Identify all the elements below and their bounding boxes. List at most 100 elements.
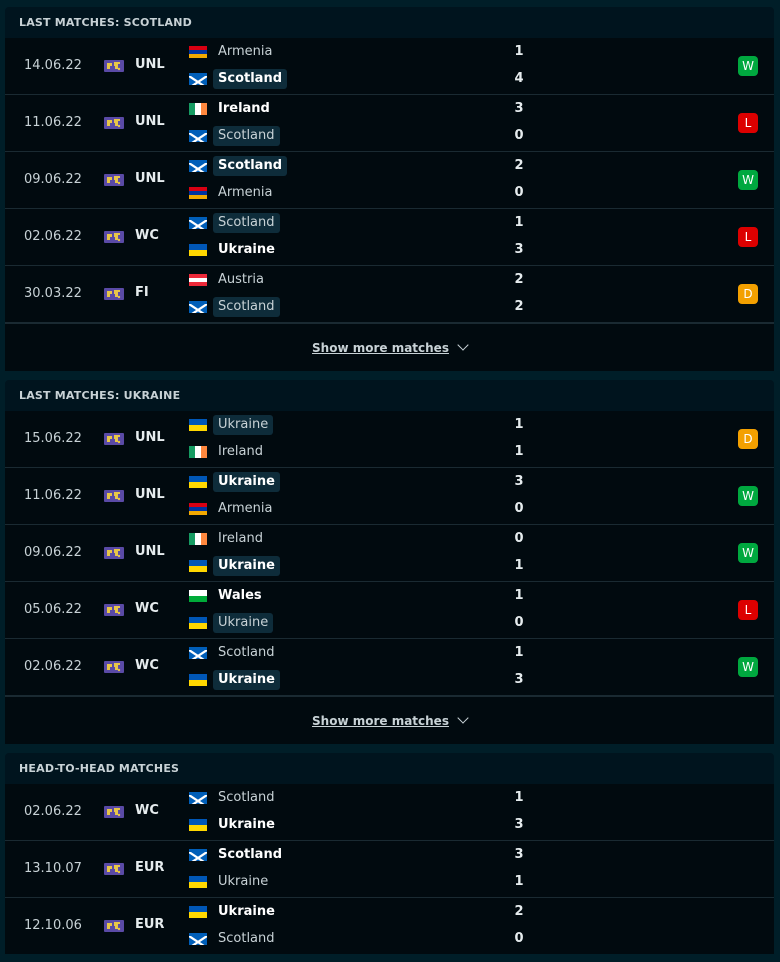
- team-name[interactable]: Ukraine: [213, 670, 280, 690]
- ukraine-flag-icon: [189, 876, 207, 888]
- away-team[interactable]: Scotland: [189, 929, 280, 949]
- match-row[interactable]: 13.10.07 EUR Scotland Ukraine 3 1: [5, 841, 774, 898]
- ukraine-flag-icon: [189, 906, 207, 918]
- match-row[interactable]: 02.06.22 WC Scotland Ukraine 1 3: [5, 784, 774, 841]
- match-row[interactable]: 11.06.22 UNL Ukraine Armenia 3 0 W: [5, 468, 774, 525]
- ukraine-flag-icon: [189, 244, 207, 256]
- match-row[interactable]: 12.10.06 EUR Ukraine Scotland 2 0: [5, 898, 774, 954]
- section-head-to-head-matches: HEAD-TO-HEAD MATCHES 02.06.22 WC Scotland Uk…: [5, 753, 774, 954]
- team-name[interactable]: Armenia: [218, 185, 273, 200]
- home-team[interactable]: Ukraine: [189, 472, 280, 492]
- match-row[interactable]: 15.06.22 UNL Ukraine Ireland 1 1 D: [5, 411, 774, 468]
- wales-flag-icon: [189, 590, 207, 602]
- chevron-down-icon[interactable]: [457, 712, 469, 724]
- team-name[interactable]: Austria: [218, 272, 264, 287]
- team-name[interactable]: Ukraine: [218, 242, 275, 257]
- match-row[interactable]: 09.06.22 UNL Scotland Armenia 2 0 W: [5, 152, 774, 209]
- match-row[interactable]: 02.06.22 WC Scotland Ukraine 1 3 W: [5, 639, 774, 696]
- away-team[interactable]: Scotland: [189, 69, 288, 89]
- team-name[interactable]: Scotland: [213, 297, 280, 317]
- result-badge: W: [738, 657, 758, 677]
- section-title: HEAD-TO-HEAD MATCHES: [5, 753, 774, 784]
- team-name[interactable]: Scotland: [218, 847, 283, 862]
- home-team[interactable]: Scotland: [189, 845, 287, 865]
- away-team[interactable]: Ukraine: [189, 613, 274, 633]
- team-name[interactable]: Ukraine: [218, 904, 275, 919]
- home-team[interactable]: Armenia: [189, 42, 278, 62]
- team-name[interactable]: Ireland: [218, 444, 263, 459]
- home-score: 1: [514, 417, 524, 432]
- away-team[interactable]: Scotland: [189, 297, 280, 317]
- team-name[interactable]: Ireland: [218, 531, 263, 546]
- away-score: 3: [514, 817, 524, 832]
- team-name[interactable]: Ukraine: [218, 874, 269, 889]
- show-more-matches-link[interactable]: Show more matches: [5, 323, 774, 371]
- away-team[interactable]: Ukraine: [189, 670, 280, 690]
- match-row[interactable]: 09.06.22 UNL Ireland Ukraine 0 1 W: [5, 525, 774, 582]
- match-date: 15.06.22: [24, 431, 82, 446]
- away-team[interactable]: Ukraine: [189, 872, 273, 892]
- home-team[interactable]: Ireland: [189, 99, 275, 119]
- competition-label: EUR: [135, 860, 165, 875]
- home-team[interactable]: Ukraine: [189, 415, 274, 435]
- section-title: LAST MATCHES: UKRAINE: [5, 380, 774, 411]
- match-row[interactable]: 30.03.22 FI Austria Scotland 2 2 D: [5, 266, 774, 323]
- team-name[interactable]: Ukraine: [213, 415, 274, 435]
- away-team[interactable]: Ireland: [189, 442, 268, 462]
- competition-label: WC: [135, 601, 159, 616]
- away-team[interactable]: Armenia: [189, 499, 278, 519]
- match-list: 02.06.22 WC Scotland Ukraine 1 3 13.10.07 EUR Sc…: [5, 784, 774, 954]
- armenia-flag-icon: [189, 46, 207, 58]
- ireland-flag-icon: [189, 446, 207, 458]
- away-score: 0: [514, 931, 524, 946]
- home-team[interactable]: Austria: [189, 270, 269, 290]
- ireland-flag-icon: [189, 533, 207, 545]
- team-name[interactable]: Ukraine: [213, 472, 280, 492]
- team-name[interactable]: Ireland: [218, 101, 270, 116]
- home-team[interactable]: Wales: [189, 586, 267, 606]
- team-name[interactable]: Scotland: [213, 156, 288, 176]
- team-name[interactable]: Armenia: [218, 44, 273, 59]
- match-row[interactable]: 14.06.22 UNL Armenia Scotland 1 4 W: [5, 38, 774, 95]
- team-name[interactable]: Ukraine: [213, 556, 280, 576]
- team-name[interactable]: Ukraine: [213, 613, 274, 633]
- away-team[interactable]: Ukraine: [189, 556, 280, 576]
- away-team[interactable]: Scotland: [189, 126, 280, 146]
- team-name[interactable]: Wales: [218, 588, 262, 603]
- competition-label: UNL: [135, 57, 165, 72]
- home-score: 1: [514, 645, 524, 660]
- match-row[interactable]: 05.06.22 WC Wales Ukraine 1 0 L: [5, 582, 774, 639]
- team-name[interactable]: Scotland: [218, 790, 275, 805]
- scotland-flag-icon: [189, 130, 207, 142]
- show-more-label[interactable]: Show more matches: [312, 340, 449, 355]
- home-score: 0: [514, 531, 524, 546]
- armenia-flag-icon: [189, 503, 207, 515]
- chevron-down-icon[interactable]: [457, 339, 469, 351]
- team-name[interactable]: Scotland: [218, 645, 275, 660]
- competition-label: UNL: [135, 544, 165, 559]
- team-name[interactable]: Scotland: [213, 69, 288, 89]
- away-score: 0: [514, 128, 524, 143]
- match-date: 09.06.22: [24, 172, 82, 187]
- home-team[interactable]: Ukraine: [189, 902, 280, 922]
- home-team[interactable]: Ireland: [189, 529, 268, 549]
- team-name[interactable]: Armenia: [218, 501, 273, 516]
- team-name[interactable]: Scotland: [213, 126, 280, 146]
- show-more-matches-link[interactable]: Show more matches: [5, 696, 774, 744]
- home-team[interactable]: Scotland: [189, 156, 288, 176]
- match-row[interactable]: 02.06.22 WC Scotland Ukraine 1 3 L: [5, 209, 774, 266]
- competition-icon: [104, 58, 124, 72]
- match-row[interactable]: 11.06.22 UNL Ireland Scotland 3 0 L: [5, 95, 774, 152]
- match-date: 09.06.22: [24, 545, 82, 560]
- away-team[interactable]: Ukraine: [189, 240, 280, 260]
- away-team[interactable]: Ukraine: [189, 815, 280, 835]
- away-team[interactable]: Armenia: [189, 183, 278, 203]
- show-more-label[interactable]: Show more matches: [312, 713, 449, 728]
- away-score: 1: [514, 444, 524, 459]
- home-team[interactable]: Scotland: [189, 788, 280, 808]
- home-team[interactable]: Scotland: [189, 213, 280, 233]
- team-name[interactable]: Scotland: [218, 931, 275, 946]
- home-team[interactable]: Scotland: [189, 643, 280, 663]
- team-name[interactable]: Ukraine: [218, 817, 275, 832]
- team-name[interactable]: Scotland: [213, 213, 280, 233]
